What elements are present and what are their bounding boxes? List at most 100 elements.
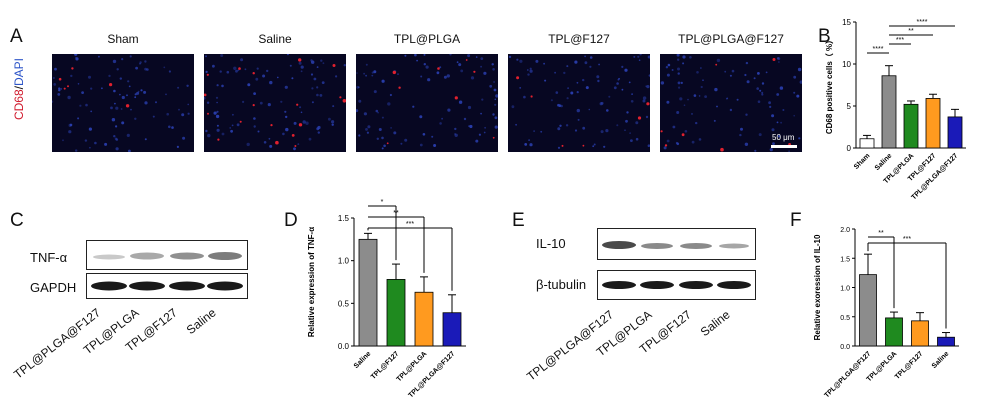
dapi-nucleus bbox=[331, 123, 334, 126]
dapi-nucleus bbox=[559, 124, 562, 128]
cd68-signal bbox=[637, 116, 642, 120]
x-tick-label: TPL@PLGA@F127 bbox=[823, 350, 872, 399]
dapi-nucleus bbox=[608, 95, 611, 98]
dapi-nucleus bbox=[57, 93, 61, 96]
dapi-nucleus bbox=[216, 124, 219, 127]
dapi-nucleus bbox=[779, 86, 784, 90]
dapi-nucleus bbox=[101, 87, 103, 90]
dapi-nucleus bbox=[79, 104, 82, 107]
y-tick-label: 0.5 bbox=[338, 299, 350, 308]
dapi-nucleus bbox=[492, 68, 495, 71]
dapi-nucleus bbox=[269, 80, 273, 85]
micrograph-saline-dots bbox=[204, 54, 346, 151]
dapi-nucleus bbox=[60, 87, 63, 90]
dapi-nucleus bbox=[311, 60, 315, 64]
dapi-nucleus bbox=[126, 94, 128, 97]
blot-c-lane-4: Saline bbox=[183, 305, 219, 338]
dapi-nucleus bbox=[745, 113, 748, 116]
micro-label-sham: Sham bbox=[107, 32, 139, 46]
dapi-nucleus bbox=[478, 133, 481, 136]
dapi-nucleus bbox=[313, 77, 317, 81]
dapi-nucleus bbox=[756, 87, 759, 90]
dapi-nucleus bbox=[377, 111, 379, 114]
dapi-nucleus bbox=[696, 71, 699, 74]
bar bbox=[386, 279, 406, 347]
dapi-nucleus bbox=[494, 116, 498, 120]
dapi-nucleus bbox=[366, 131, 369, 134]
dapi-nucleus bbox=[58, 87, 61, 90]
cd68-signal bbox=[465, 59, 468, 61]
dapi-nucleus bbox=[115, 125, 118, 128]
micro-label-tpl-plga-f127: TPL@PLGA@F127 bbox=[678, 32, 784, 46]
dapi-nucleus bbox=[171, 126, 174, 129]
dapi-nucleus bbox=[54, 67, 57, 71]
dapi-nucleus bbox=[121, 58, 124, 61]
dapi-nucleus bbox=[638, 59, 641, 61]
dapi-nucleus bbox=[53, 77, 55, 79]
dapi-nucleus bbox=[493, 81, 495, 83]
dapi-nucleus bbox=[746, 80, 750, 84]
dapi-nucleus bbox=[205, 55, 207, 58]
y-tick-label: 1.5 bbox=[338, 214, 350, 223]
cd68-signal bbox=[582, 144, 585, 147]
dapi-nucleus bbox=[729, 108, 733, 112]
dapi-nucleus bbox=[69, 123, 73, 127]
dapi-nucleus bbox=[441, 117, 443, 120]
cd68-signal bbox=[239, 120, 242, 123]
dapi-nucleus bbox=[667, 63, 671, 67]
dapi-nucleus bbox=[137, 90, 140, 93]
dapi-nucleus bbox=[358, 134, 361, 137]
dapi-nucleus bbox=[291, 77, 294, 80]
significance-label: *** bbox=[903, 236, 911, 243]
dapi-nucleus bbox=[558, 104, 562, 107]
cd68-signal bbox=[646, 102, 650, 106]
dapi-nucleus bbox=[88, 127, 92, 131]
blot-e-row-btubulin: β-tubulin bbox=[536, 277, 587, 292]
micrograph-tpl-f127-dots bbox=[508, 54, 650, 149]
bar bbox=[881, 75, 897, 149]
dapi-nucleus bbox=[152, 115, 155, 118]
dapi-nucleus bbox=[112, 59, 117, 64]
y-tick-label: 10 bbox=[842, 60, 851, 69]
dapi-nucleus bbox=[637, 55, 640, 58]
dapi-nucleus bbox=[308, 137, 312, 141]
dapi-nucleus bbox=[182, 136, 186, 140]
x-tick-label: Saline bbox=[874, 152, 894, 172]
band bbox=[640, 281, 674, 289]
dapi-nucleus bbox=[645, 115, 649, 119]
cd68-signal bbox=[58, 77, 62, 81]
dapi-nucleus bbox=[176, 145, 179, 148]
dapi-nucleus bbox=[799, 80, 802, 84]
bar bbox=[925, 98, 941, 149]
dapi-nucleus bbox=[373, 90, 377, 94]
dapi-nucleus bbox=[576, 91, 579, 94]
dapi-nucleus bbox=[771, 114, 775, 118]
dapi-nucleus bbox=[165, 93, 167, 96]
dapi-nucleus bbox=[144, 138, 147, 141]
dapi-nucleus bbox=[467, 105, 472, 110]
dapi-nucleus bbox=[535, 59, 539, 63]
dapi-nucleus bbox=[284, 85, 288, 89]
dapi-nucleus bbox=[168, 125, 171, 129]
dapi-nucleus bbox=[277, 76, 279, 79]
dapi-nucleus bbox=[88, 75, 91, 79]
dapi-nucleus bbox=[631, 93, 633, 95]
dapi-nucleus bbox=[282, 132, 285, 136]
dapi-nucleus bbox=[302, 120, 306, 124]
cd68-signal bbox=[217, 138, 220, 141]
dapi-nucleus bbox=[381, 136, 384, 140]
dapi-nucleus bbox=[110, 106, 113, 110]
dapi-nucleus bbox=[425, 65, 429, 69]
dapi-nucleus bbox=[724, 70, 727, 73]
dapi-nucleus bbox=[621, 65, 624, 68]
dapi-nucleus bbox=[597, 79, 600, 83]
dapi-nucleus bbox=[381, 116, 384, 119]
dapi-nucleus bbox=[540, 130, 543, 133]
dapi-nucleus bbox=[67, 95, 71, 100]
dapi-nucleus bbox=[676, 111, 680, 114]
dapi-nucleus bbox=[267, 103, 271, 107]
dapi-nucleus bbox=[389, 93, 392, 97]
dapi-nucleus bbox=[647, 144, 650, 147]
micrograph-saline bbox=[204, 54, 346, 152]
dapi-nucleus bbox=[433, 144, 437, 147]
